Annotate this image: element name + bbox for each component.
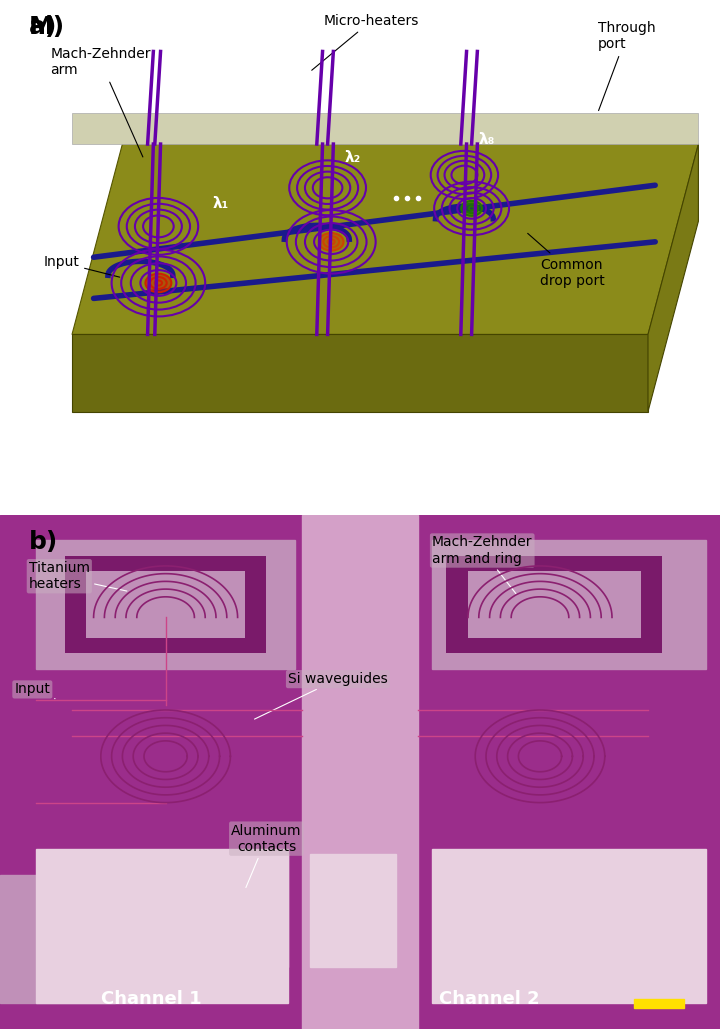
Polygon shape	[648, 144, 698, 412]
Text: Common
drop port: Common drop port	[528, 234, 605, 288]
Text: Mach-Zehnder
arm: Mach-Zehnder arm	[50, 46, 151, 157]
Text: a): a)	[29, 15, 57, 39]
Bar	[468, 571, 641, 638]
Text: Channel 2: Channel 2	[439, 991, 540, 1008]
Text: Aluminum
contacts: Aluminum contacts	[231, 823, 302, 888]
Text: Mach-Zehnder
arm and ring: Mach-Zehnder arm and ring	[432, 535, 533, 595]
Text: Channel 1: Channel 1	[101, 991, 202, 1008]
Bar	[86, 571, 245, 638]
Text: λ₂: λ₂	[344, 150, 361, 165]
Text: λ₁: λ₁	[212, 197, 229, 211]
Text: Titanium
heaters: Titanium heaters	[29, 561, 127, 592]
Bar	[36, 540, 295, 669]
Text: b): b)	[29, 530, 58, 554]
Bar	[65, 556, 266, 653]
Bar	[202, 854, 288, 967]
Text: Input: Input	[43, 255, 120, 277]
Polygon shape	[72, 144, 698, 334]
Bar	[310, 854, 396, 967]
Polygon shape	[72, 334, 648, 412]
Bar	[36, 849, 288, 1003]
Bar	[446, 556, 662, 653]
Circle shape	[145, 274, 171, 292]
Text: Input: Input	[14, 682, 55, 699]
Bar	[0, 875, 115, 1003]
Polygon shape	[72, 113, 698, 144]
Text: Micro-heaters: Micro-heaters	[312, 13, 419, 70]
Circle shape	[319, 233, 343, 251]
Circle shape	[462, 201, 482, 216]
Text: Si waveguides: Si waveguides	[254, 672, 388, 719]
Text: M): M)	[29, 15, 65, 39]
Bar	[432, 540, 706, 669]
Bar	[432, 849, 706, 1003]
Bar	[302, 514, 418, 1029]
Text: λ₈: λ₈	[479, 132, 495, 147]
Bar	[634, 999, 684, 1008]
Text: Through
port: Through port	[598, 21, 655, 110]
